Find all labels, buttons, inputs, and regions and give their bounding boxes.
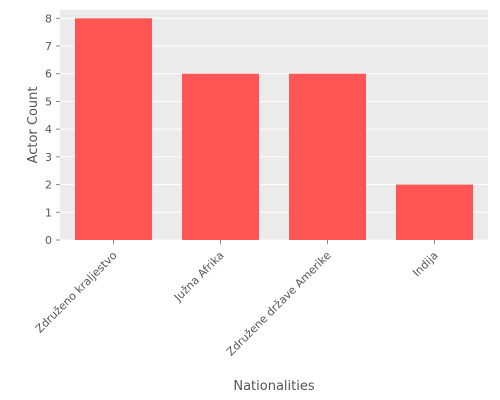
y-tick-label: 0: [45, 234, 52, 247]
bar: [288, 73, 367, 240]
x-tick-label: Indija: [410, 249, 440, 279]
x-tick-label: Združene države Amerike: [224, 249, 334, 359]
x-tick-label: Južna Afrika: [171, 249, 227, 305]
bar: [74, 18, 153, 241]
bars: [74, 18, 474, 241]
y-tick-label: 5: [45, 95, 52, 108]
y-tick-label: 3: [45, 151, 52, 164]
y-tick-label: 1: [45, 206, 52, 219]
x-axis-ticks: Združeno kraljestvo Južna AfrikaZdružene …: [33, 240, 441, 358]
y-axis-label: Actor Count: [26, 87, 41, 164]
y-tick-label: 7: [45, 40, 52, 53]
x-axis-label: Nationalities: [233, 379, 314, 394]
bar: [181, 73, 260, 240]
y-tick-label: 8: [45, 12, 52, 25]
y-tick-label: 6: [45, 68, 52, 81]
y-tick-label: 2: [45, 179, 52, 192]
y-tick-label: 4: [45, 123, 52, 136]
bar: [395, 184, 474, 240]
y-axis-ticks: 0 1 2 3 4 5 6 7 8: [45, 12, 60, 247]
x-tick-label: Združeno kraljestvo: [33, 249, 120, 336]
